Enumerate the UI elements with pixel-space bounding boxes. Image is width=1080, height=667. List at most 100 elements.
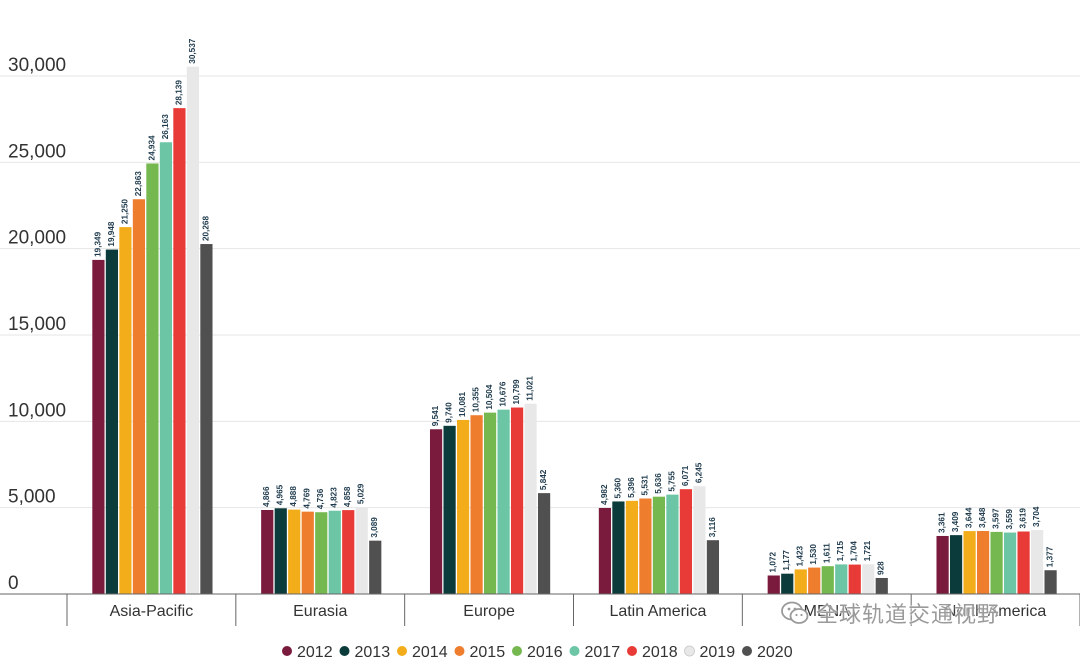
data-label: 3,089 [370, 517, 379, 538]
legend-swatch [627, 646, 637, 656]
bar [835, 564, 848, 594]
data-label: 1,611 [823, 543, 832, 563]
bar [652, 496, 666, 594]
bar [679, 489, 693, 594]
bar [105, 249, 119, 595]
data-label: 1,377 [1046, 546, 1055, 567]
data-label: 1,530 [809, 544, 818, 565]
watermark: 全球轨道交通视野 [780, 596, 1070, 630]
legend-label: 2013 [355, 644, 391, 661]
bar [1030, 530, 1044, 594]
data-label: 1,072 [769, 552, 778, 573]
bar [261, 509, 274, 594]
bar [821, 566, 834, 594]
bar [808, 567, 821, 594]
bar [794, 569, 807, 594]
bar [666, 494, 679, 594]
legend-swatch [684, 645, 695, 657]
data-label: 22,863 [134, 171, 143, 196]
data-label: 3,644 [965, 507, 974, 528]
bar [598, 507, 612, 594]
bar [510, 407, 524, 594]
data-label: 3,619 [1019, 508, 1028, 529]
legend-swatch [454, 646, 465, 656]
data-label: 5,755 [667, 471, 676, 492]
bar [342, 510, 355, 594]
bar [524, 403, 537, 594]
y-tick-label: 5,000 [8, 487, 56, 508]
data-label: 3,597 [992, 508, 1001, 529]
data-label: 4,965 [276, 484, 285, 505]
y-tick-label: 15,000 [8, 314, 66, 335]
data-label: 4,736 [316, 488, 325, 509]
x-tick-label: Eurasia [293, 603, 347, 620]
data-label: 5,029 [357, 483, 366, 504]
legend-swatch [569, 646, 580, 656]
x-tick-label: Europe [463, 603, 515, 620]
bar [706, 540, 720, 594]
bar [328, 510, 341, 594]
wechat-icon [781, 601, 809, 624]
data-label: 9,740 [445, 402, 454, 423]
legend-swatch [512, 646, 522, 656]
bar [639, 498, 652, 594]
bar [949, 535, 963, 594]
data-label: 30,537 [188, 38, 197, 63]
bar [315, 512, 328, 594]
bar [848, 564, 861, 594]
data-label: 26,163 [161, 114, 170, 139]
bar [369, 540, 382, 594]
bar [976, 531, 990, 594]
y-tick-label: 20,000 [8, 228, 66, 249]
x-tick-label: Asia-Pacific [110, 603, 194, 620]
y-tick-label: 0 [8, 573, 19, 594]
bar [612, 501, 625, 594]
data-label: 28,139 [174, 80, 183, 105]
y-tick-label: 10,000 [8, 400, 66, 421]
data-label: 5,636 [654, 473, 663, 494]
bar [355, 507, 368, 594]
data-label: 4,769 [303, 488, 312, 509]
bar [936, 535, 949, 594]
data-label: 10,676 [499, 381, 508, 406]
data-label: 9,541 [431, 405, 440, 426]
data-label: 21,250 [120, 199, 129, 224]
data-label: 3,648 [978, 507, 987, 528]
data-label: 3,361 [938, 512, 947, 533]
data-label: 10,799 [512, 379, 521, 404]
data-label: 19,948 [107, 221, 116, 246]
bar [301, 511, 314, 594]
data-label: 5,531 [640, 475, 649, 496]
x-tick-label: North America [945, 603, 1046, 620]
bar [963, 531, 976, 594]
bar [875, 577, 888, 594]
bar [173, 108, 186, 594]
legend-label: 2012 [297, 644, 333, 661]
data-label: 10,081 [458, 391, 467, 416]
legend-label: 2016 [527, 644, 563, 661]
y-tick-label: 30,000 [8, 55, 66, 76]
bar [781, 573, 794, 594]
bar [625, 500, 639, 594]
legend-swatch [397, 646, 407, 656]
data-label: 24,934 [147, 135, 156, 160]
data-label: 10,355 [472, 387, 481, 412]
bar [274, 508, 287, 594]
data-label: 4,866 [262, 486, 271, 507]
bar [537, 493, 551, 594]
x-tick-label: Latin America [609, 603, 706, 620]
x-tick-label: MENA [804, 603, 851, 620]
legend-label: 2019 [700, 644, 736, 661]
data-label: 1,715 [836, 540, 845, 561]
bar [483, 412, 497, 594]
data-label: 4,982 [600, 484, 609, 505]
legend-label: 2018 [642, 644, 678, 661]
data-label: 11,021 [526, 376, 535, 401]
legend-label: 2017 [585, 644, 621, 661]
data-label: 20,268 [201, 216, 210, 241]
data-label: 5,842 [539, 469, 548, 490]
bar [443, 425, 456, 594]
bar [862, 564, 875, 594]
data-label: 3,704 [1032, 506, 1041, 527]
